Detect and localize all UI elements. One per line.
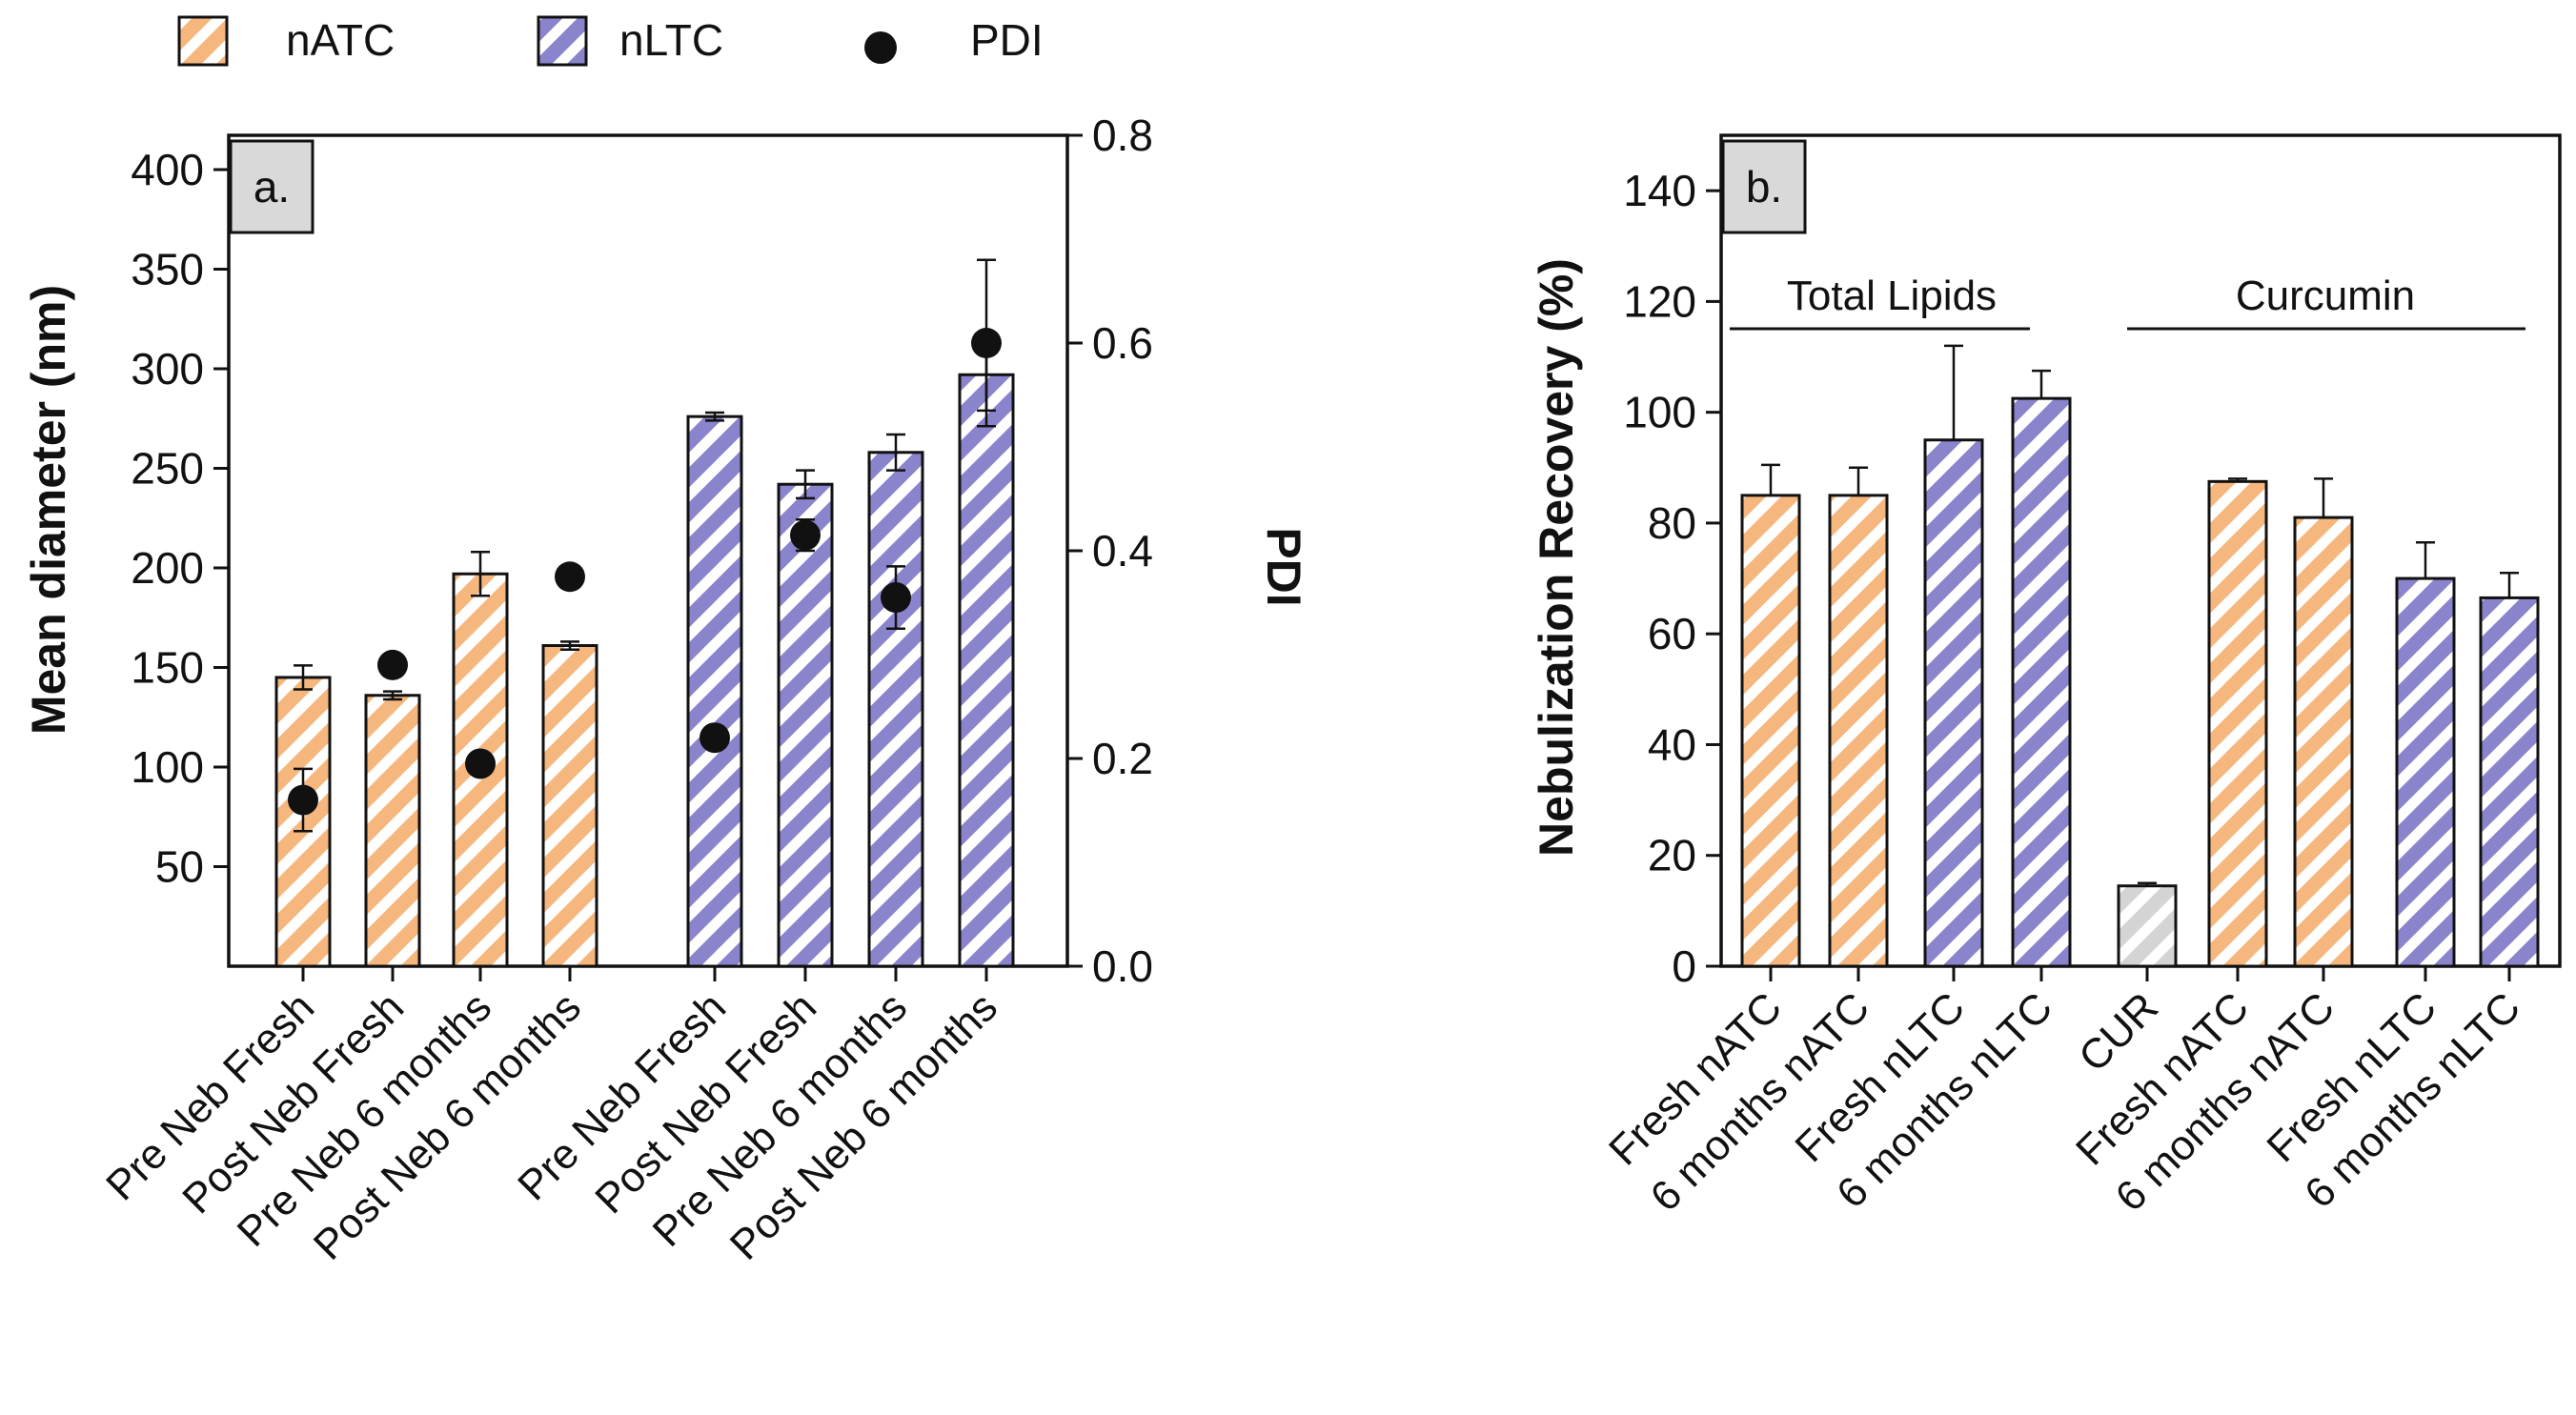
panel-b-y-axis: 0 20 40 60 80 100 120 140 — [1623, 166, 1721, 991]
legend-label-natc: nATC — [286, 15, 395, 65]
y-tick-label: 120 — [1623, 276, 1696, 326]
y-tick-label: 80 — [1648, 498, 1696, 548]
bar-fresh-natc — [2207, 479, 2268, 968]
panel-a-label-box — [229, 139, 314, 234]
y-tick-label: 300 — [131, 344, 204, 394]
panel-a-y-axis: 50 100 150 200 250 300 350 400 — [131, 145, 229, 892]
y-tick-label: 350 — [131, 245, 204, 294]
y2-tick-label: 0.0 — [1092, 941, 1153, 991]
bar-6-months-natc — [1828, 494, 1889, 968]
y2-tick-label: 0.2 — [1092, 734, 1153, 783]
annotation-curcumin: Curcumin — [2236, 273, 2415, 319]
pdi-point — [790, 519, 821, 551]
y-tick-label: 20 — [1648, 831, 1696, 880]
bar-cur — [2117, 884, 2178, 968]
annotation-total-lipids: Total Lipids — [1787, 273, 1997, 319]
legend-swatch-nltc — [537, 15, 588, 67]
pdi-point — [555, 561, 585, 593]
panel-a-bars — [274, 258, 1015, 968]
y-tick-label: 50 — [155, 842, 204, 892]
y2-tick-label: 0.6 — [1092, 318, 1153, 368]
panel-a-y2-axis: 0.0 0.2 0.4 0.6 0.8 — [1067, 111, 1153, 991]
pdi-point — [465, 748, 496, 779]
legend-swatch-pdi — [864, 31, 897, 64]
bar-fresh-nltc — [1923, 438, 1984, 968]
bar-6-months-nltc — [2479, 596, 2540, 968]
bar-nltc-pre-neb-6-months — [867, 451, 924, 968]
bar-6-months-natc — [2293, 515, 2354, 968]
y-tick-label: 60 — [1648, 609, 1696, 658]
bar-fresh-nltc — [2395, 576, 2456, 968]
bar-nltc-post-neb-fresh — [777, 482, 834, 968]
legend-label-pdi: PDI — [970, 15, 1044, 65]
panel-b-label-box — [1721, 139, 1807, 234]
pdi-point — [377, 649, 408, 680]
bar-6-months-nltc — [2011, 396, 2072, 968]
y-tick-label: 400 — [131, 145, 204, 194]
y-tick-label: 0 — [1672, 941, 1696, 991]
legend-label-nltc: nLTC — [619, 15, 723, 65]
bar-nltc-post-neb-6-months — [958, 373, 1015, 968]
bar-natc-post-neb-fresh — [364, 694, 421, 968]
panel-a-plot-frame — [227, 133, 1069, 968]
pdi-point — [971, 328, 1002, 358]
pdi-point — [288, 784, 318, 816]
panel-b-ylabel: Nebulization Recovery (%) — [1530, 258, 1583, 857]
y-tick-label: 150 — [131, 643, 204, 693]
y-tick-label: 140 — [1623, 166, 1696, 215]
y2-tick-label: 0.4 — [1092, 526, 1153, 576]
y-tick-label: 100 — [131, 742, 204, 792]
y-tick-label: 40 — [1648, 719, 1696, 769]
y-tick-label: 250 — [131, 444, 204, 494]
y-tick-label: 100 — [1623, 388, 1696, 437]
pdi-point — [881, 582, 911, 614]
bar-fresh-natc — [1740, 494, 1801, 968]
legend-swatch-natc — [177, 15, 229, 67]
legend: nATC nLTC PDI — [177, 15, 1044, 67]
panel-b-label: b. — [1746, 162, 1782, 212]
pdi-point — [700, 722, 730, 754]
y-tick-label: 200 — [131, 543, 204, 593]
bar-nltc-pre-neb-fresh — [686, 414, 743, 968]
panel-a-ylabel: Mean diameter (nm) — [22, 285, 75, 735]
panel-a-label: a. — [254, 162, 290, 212]
y2-tick-label: 0.8 — [1092, 111, 1153, 160]
panel-a-y2label: PDI — [1257, 527, 1310, 606]
bar-natc-post-neb-6-months — [541, 644, 598, 968]
panel-b-bars — [1740, 344, 2540, 968]
